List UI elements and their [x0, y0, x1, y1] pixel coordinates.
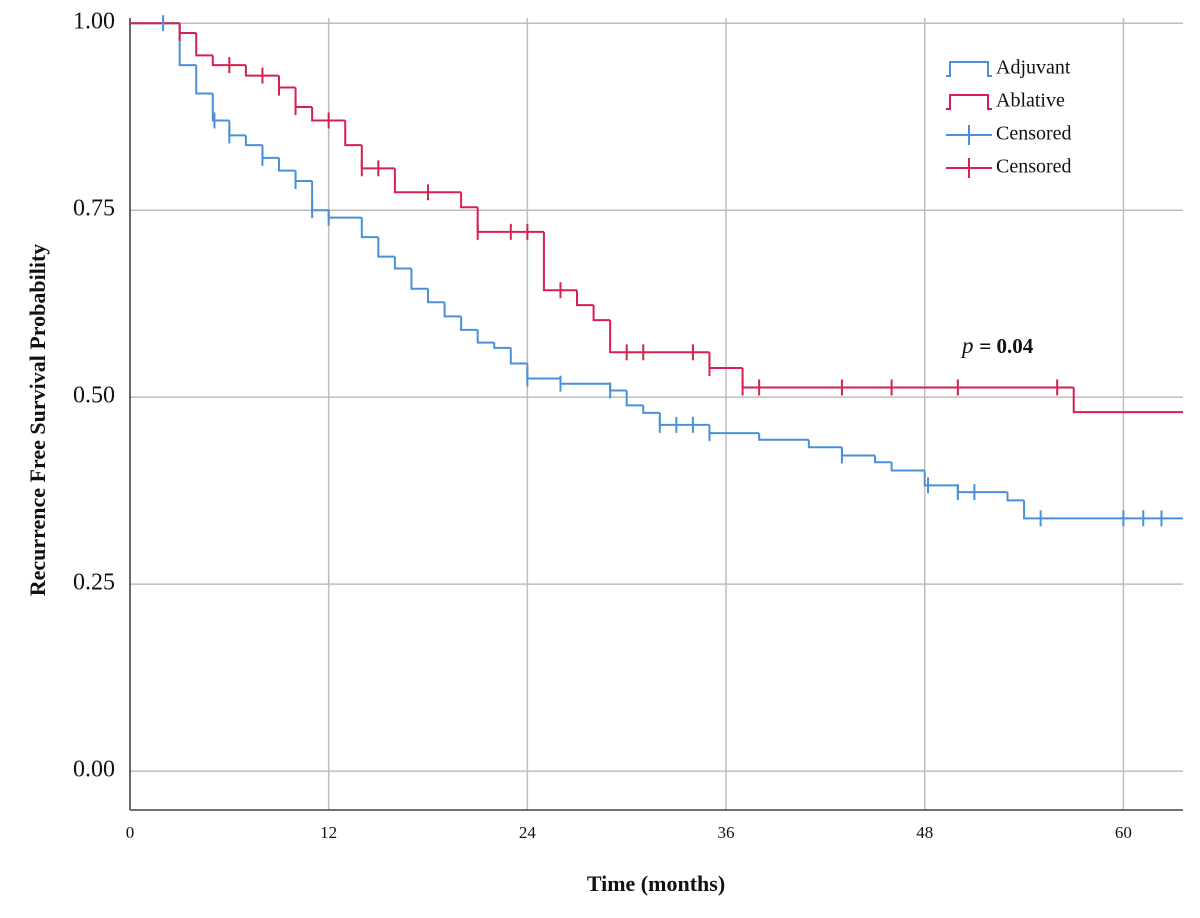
legend-symbol [946, 94, 992, 110]
survival-step [443, 302, 462, 318]
x-axis-label: Time (months) [587, 871, 725, 896]
x-tick-label: 0 [126, 823, 135, 842]
x-tick-label: 12 [320, 823, 337, 842]
survival-step [493, 342, 511, 349]
survival-step [244, 135, 263, 147]
survival-step [261, 145, 280, 159]
survival-step [559, 378, 611, 385]
survival-step [956, 485, 1008, 494]
survival-step [377, 237, 395, 258]
x-tick-label: 36 [718, 823, 735, 842]
survival-step [625, 390, 644, 407]
survival-step [576, 290, 594, 307]
y-tick-label: 0.50 [73, 383, 115, 409]
survival-step [244, 65, 280, 77]
y-tick-label: 0.75 [73, 196, 115, 222]
survival-step [758, 433, 809, 441]
survival-step [658, 412, 710, 426]
survival-step [344, 120, 362, 147]
survival-step [178, 23, 197, 34]
survival-step [294, 87, 313, 108]
survival-step [609, 383, 627, 392]
legend-label: Censored [996, 156, 1072, 178]
survival-step [311, 106, 346, 122]
y-tick-label: 0.25 [73, 570, 115, 596]
survival-step [178, 23, 197, 67]
survival-step [278, 75, 296, 89]
y-axis-label: Recurrence Free Survival Probability [25, 244, 50, 597]
survival-step [228, 120, 246, 137]
survival-step [327, 210, 362, 219]
survival-step [592, 305, 611, 322]
survival-step [393, 168, 462, 194]
survival-step [509, 347, 528, 365]
survival-step [311, 181, 329, 212]
survival-step [923, 470, 958, 487]
survival-step [294, 170, 313, 183]
survival-step [360, 217, 379, 239]
x-tick-label: 60 [1115, 823, 1132, 842]
survival-step [460, 316, 478, 331]
survival-step [1023, 500, 1183, 520]
p-value: = 0.04 [979, 334, 1033, 358]
survival-step [211, 93, 230, 122]
survival-step [460, 192, 478, 209]
legend-label: Censored [996, 123, 1072, 145]
survival-step [195, 65, 213, 95]
legend-label: Adjuvant [996, 57, 1071, 79]
p-annotation: p = 0.04 [960, 333, 1034, 358]
survival-step [609, 320, 710, 354]
survival-step [874, 455, 892, 464]
x-tick-label: 24 [519, 823, 537, 842]
survival-step [642, 405, 660, 414]
survival-step [211, 55, 246, 67]
survival-step [195, 32, 213, 57]
survival-step [278, 157, 296, 172]
y-tick-label: 0.00 [73, 757, 115, 783]
survival-step [708, 424, 760, 435]
survival-step [840, 447, 876, 457]
survival-step [741, 368, 1074, 389]
x-tick-label: 48 [916, 823, 933, 842]
legend-label: Ablative [996, 90, 1065, 112]
survival-step [393, 256, 412, 270]
legend-symbol [946, 61, 992, 77]
survival-step [1006, 492, 1025, 502]
survival-step [476, 329, 495, 344]
survival-step [542, 231, 578, 292]
y-tick-label: 1.00 [73, 9, 115, 35]
survival-step [427, 288, 445, 304]
p-symbol: p [960, 333, 974, 358]
survival-step [526, 363, 561, 380]
survival-step [410, 268, 429, 290]
survival-step [890, 462, 925, 472]
survival-step [807, 439, 842, 449]
survival-step [1072, 387, 1183, 414]
